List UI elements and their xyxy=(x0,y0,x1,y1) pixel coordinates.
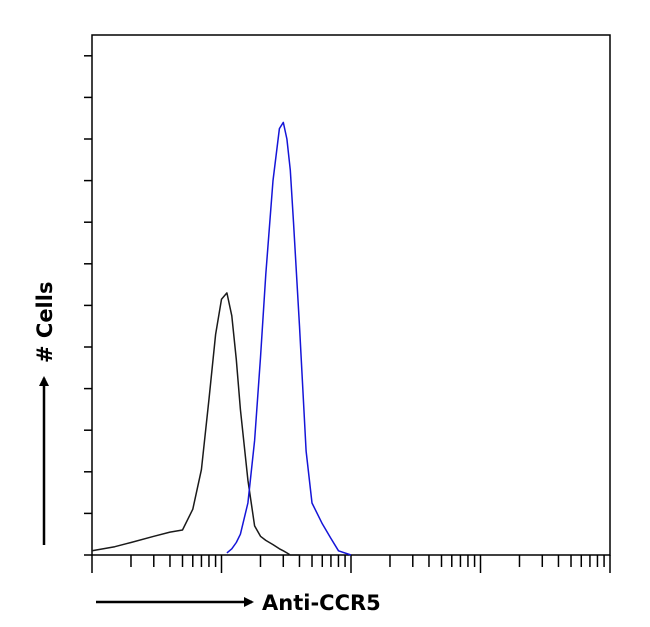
x-axis-label: Anti-CCR5 xyxy=(262,591,381,615)
plot-frame xyxy=(91,34,611,556)
histogram-line xyxy=(226,121,352,556)
y-axis-label: # Cells xyxy=(33,282,57,363)
histogram-line xyxy=(91,292,300,556)
